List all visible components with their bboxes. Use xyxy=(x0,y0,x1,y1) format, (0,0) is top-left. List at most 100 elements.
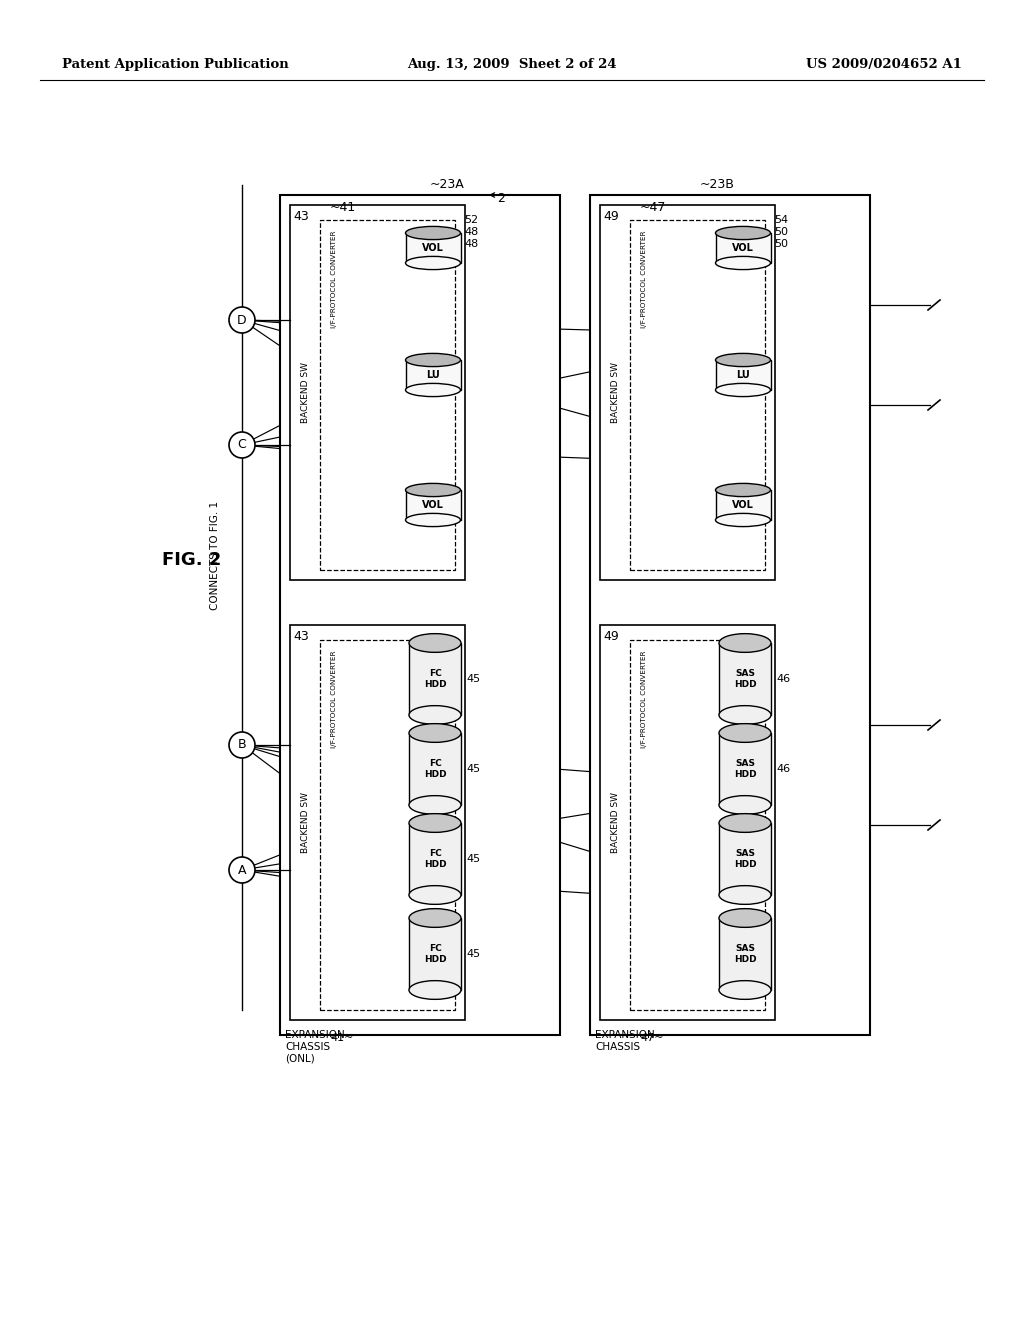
Bar xyxy=(319,640,455,1010)
Ellipse shape xyxy=(719,908,771,928)
Ellipse shape xyxy=(409,813,461,833)
Bar xyxy=(406,360,461,389)
Text: VOL: VOL xyxy=(422,500,444,510)
Bar xyxy=(280,195,560,1035)
Text: SAS
HDD: SAS HDD xyxy=(733,849,757,869)
Text: I/F-PROTOCOL CONVERTER: I/F-PROTOCOL CONVERTER xyxy=(331,230,337,327)
Text: BACKEND SW: BACKEND SW xyxy=(301,362,310,422)
Text: ~23A: ~23A xyxy=(430,178,465,191)
Text: VOL: VOL xyxy=(422,243,444,253)
Text: 45: 45 xyxy=(466,764,480,774)
Ellipse shape xyxy=(719,981,771,999)
Text: EXPANSION
CHASSIS: EXPANSION CHASSIS xyxy=(595,1030,654,1052)
Ellipse shape xyxy=(406,383,461,396)
Bar xyxy=(630,640,765,1010)
Bar xyxy=(716,234,770,263)
Bar xyxy=(716,490,770,520)
Ellipse shape xyxy=(409,796,461,814)
Text: Patent Application Publication: Patent Application Publication xyxy=(62,58,289,71)
Text: BACKEND SW: BACKEND SW xyxy=(301,792,310,853)
Ellipse shape xyxy=(716,256,770,269)
Text: D: D xyxy=(238,314,247,326)
Bar xyxy=(290,205,465,579)
Text: 54: 54 xyxy=(774,215,788,224)
Text: SAS
HDD: SAS HDD xyxy=(733,944,757,964)
Text: Aug. 13, 2009  Sheet 2 of 24: Aug. 13, 2009 Sheet 2 of 24 xyxy=(408,58,616,71)
Text: 49: 49 xyxy=(603,630,618,643)
Text: 50: 50 xyxy=(774,239,788,249)
Bar xyxy=(406,490,461,520)
Text: I/F-PROTOCOL CONVERTER: I/F-PROTOCOL CONVERTER xyxy=(641,230,647,327)
Bar xyxy=(409,822,461,895)
Text: ~23B: ~23B xyxy=(700,178,735,191)
Ellipse shape xyxy=(409,886,461,904)
Ellipse shape xyxy=(406,483,461,496)
Text: 43: 43 xyxy=(293,210,309,223)
Ellipse shape xyxy=(406,256,461,269)
Bar xyxy=(719,917,771,990)
Bar xyxy=(409,917,461,990)
Text: FIG. 2: FIG. 2 xyxy=(162,550,221,569)
Bar xyxy=(719,643,771,715)
Text: FC
HDD: FC HDD xyxy=(424,849,446,869)
Bar xyxy=(290,624,465,1020)
Ellipse shape xyxy=(409,706,461,725)
Text: I/F-PROTOCOL CONVERTER: I/F-PROTOCOL CONVERTER xyxy=(641,649,647,747)
Text: ~41: ~41 xyxy=(330,201,356,214)
Text: BACKEND SW: BACKEND SW xyxy=(611,792,621,853)
Ellipse shape xyxy=(716,483,770,496)
Bar xyxy=(409,733,461,805)
Ellipse shape xyxy=(716,513,770,527)
Text: 45: 45 xyxy=(466,854,480,865)
Ellipse shape xyxy=(716,227,770,240)
Ellipse shape xyxy=(719,796,771,814)
Text: 46: 46 xyxy=(776,675,791,684)
Bar xyxy=(630,220,765,570)
Text: 48: 48 xyxy=(465,239,479,249)
Bar xyxy=(600,624,775,1020)
Ellipse shape xyxy=(409,981,461,999)
Ellipse shape xyxy=(719,706,771,725)
Text: FC
HDD: FC HDD xyxy=(424,759,446,779)
Text: 45: 45 xyxy=(466,675,480,684)
Text: 48: 48 xyxy=(465,227,479,238)
Text: 50: 50 xyxy=(774,227,788,238)
Bar xyxy=(719,733,771,805)
Text: EXPANSION
CHASSIS
(ONL): EXPANSION CHASSIS (ONL) xyxy=(285,1030,345,1063)
Text: 46: 46 xyxy=(776,764,791,774)
Ellipse shape xyxy=(406,513,461,527)
Text: 43: 43 xyxy=(293,630,309,643)
Ellipse shape xyxy=(409,634,461,652)
Text: ~47: ~47 xyxy=(640,201,667,214)
Text: C: C xyxy=(238,438,247,451)
Text: FC
HDD: FC HDD xyxy=(424,944,446,964)
Text: SAS
HDD: SAS HDD xyxy=(733,669,757,689)
Text: 52: 52 xyxy=(465,215,478,224)
Circle shape xyxy=(229,857,255,883)
Ellipse shape xyxy=(719,723,771,742)
Text: 41~: 41~ xyxy=(330,1034,353,1043)
Bar xyxy=(319,220,455,570)
Bar xyxy=(716,360,770,389)
Ellipse shape xyxy=(409,908,461,928)
Text: 45: 45 xyxy=(466,949,480,960)
Text: LU: LU xyxy=(426,370,440,380)
Ellipse shape xyxy=(716,383,770,396)
Text: 47~: 47~ xyxy=(640,1034,664,1043)
Ellipse shape xyxy=(406,227,461,240)
Text: I/F-PROTOCOL CONVERTER: I/F-PROTOCOL CONVERTER xyxy=(331,649,337,747)
Text: US 2009/0204652 A1: US 2009/0204652 A1 xyxy=(806,58,962,71)
Bar xyxy=(409,643,461,715)
Text: FC
HDD: FC HDD xyxy=(424,669,446,689)
Text: VOL: VOL xyxy=(732,243,754,253)
Circle shape xyxy=(229,733,255,758)
Ellipse shape xyxy=(409,723,461,742)
Text: B: B xyxy=(238,738,247,751)
Ellipse shape xyxy=(406,354,461,367)
Circle shape xyxy=(229,432,255,458)
Ellipse shape xyxy=(719,813,771,833)
Bar xyxy=(406,234,461,263)
Bar xyxy=(590,195,870,1035)
Text: 2: 2 xyxy=(497,191,505,205)
Circle shape xyxy=(229,308,255,333)
